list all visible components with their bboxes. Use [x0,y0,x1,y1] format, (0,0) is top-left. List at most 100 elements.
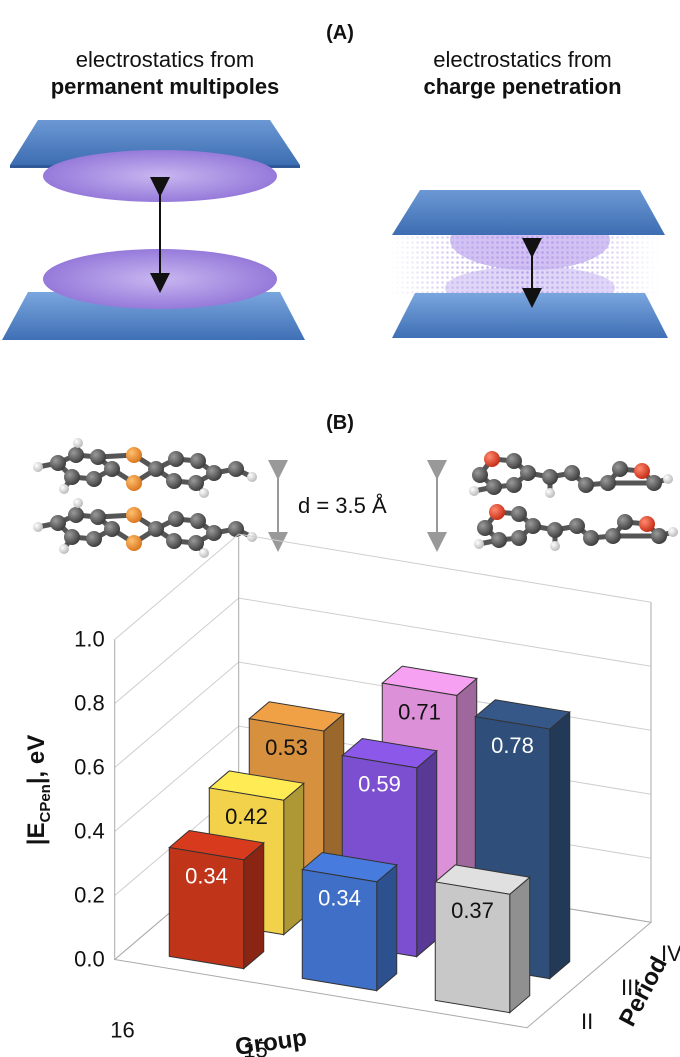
atom-h [550,541,560,551]
right-bottom-plate [392,293,668,338]
bar-value-label: 0.42 [225,804,268,829]
bar-value-label: 0.34 [185,864,228,889]
panel-b-label: (B) [326,412,354,434]
x-axis-label: Group [233,1024,308,1057]
bar-side [376,863,398,992]
atom-c [190,513,206,529]
right-caption-line2: charge penetration [423,74,622,99]
atom-c [64,529,80,545]
molecule-illustration [33,438,678,558]
bar-value-label: 0.71 [398,699,441,724]
bar-group-14-period-II: 0.37 [434,864,531,1014]
y-tick-label: 0.6 [74,755,105,780]
y-label-end: |, eV [23,735,50,784]
bar-side [416,749,438,958]
atom-c [188,535,204,551]
atom-h [73,498,83,508]
atom-c [188,475,204,491]
atom-c [90,509,106,525]
gridline [114,533,652,640]
x-tick-labels: 161514 [110,1018,267,1057]
y-label-sub: CPen [37,784,54,822]
atom-c [477,520,493,536]
left-molecule-dimer [33,438,257,558]
atom-c [228,521,244,537]
atom-h [33,462,43,472]
atom-c [578,477,594,493]
left-bottom-plate [2,292,305,340]
y-tick-label: 0.8 [74,691,105,716]
atom-c [104,521,120,537]
atom-s [126,475,142,491]
bar-side [243,841,265,970]
bar-value-label: 0.34 [318,886,361,911]
atom-c [525,518,541,534]
bar-side [549,710,571,980]
atom-o [484,451,500,467]
atom-h [474,539,484,549]
period-tick-label: II [581,1009,593,1034]
atom-c [68,447,84,463]
group-tick-label: 16 [110,1018,134,1043]
atom-c [166,473,182,489]
right-caption: electrostatics from charge penetration [365,46,680,100]
atom-h [59,484,69,494]
atom-h [663,474,673,484]
atom-o [639,516,655,532]
atom-c [68,507,84,523]
right-caption-line1: electrostatics from [433,47,612,72]
atom-h [73,438,83,448]
y-tick-label: 0.0 [74,947,105,972]
right-molecule-dimer [469,451,678,551]
atom-c [511,530,527,546]
distance-label: d = 3.5 Å [298,493,387,518]
atom-c [206,465,222,481]
atom-c [50,455,66,471]
left-top-cloud [43,150,277,202]
atom-s [126,535,142,551]
atom-c [646,475,662,491]
atom-c [605,528,621,544]
bar-value-label: 0.59 [358,772,401,797]
atom-c [50,515,66,531]
panel-a-illustration [2,120,668,340]
atom-c [506,477,522,493]
bar-group-15-period-II: 0.34 [301,852,398,992]
panel-a-label: (A) [326,22,354,44]
atom-c [104,461,120,477]
atom-c [542,469,558,485]
left-caption-line1: electrostatics from [75,47,255,72]
atom-c [547,522,563,538]
y-tick-label: 0.2 [74,883,105,908]
atom-c [168,451,184,467]
atom-c [564,465,580,481]
atom-h [59,544,69,554]
atom-c [486,479,502,495]
atom-c [651,528,667,544]
chart-bars: 0.53 0.71 0.42 0.59 0.78 0.34 0.34 0.37 [168,665,571,1014]
atom-c [86,471,102,487]
atom-h [33,522,43,532]
atom-c [617,514,633,530]
atom-c [491,532,507,548]
atom-h [199,488,209,498]
atom-o [634,463,650,479]
atom-c [520,465,536,481]
atom-o [489,504,505,520]
right-top-plate [392,190,665,235]
bar-value-label: 0.53 [265,735,308,760]
bar-value-label: 0.78 [491,733,534,758]
atom-h [545,488,555,498]
atom-c [472,467,488,483]
atom-h [247,532,257,542]
left-caption-line2: permanent multipoles [50,74,280,99]
bar-group-16-period-II: 0.34 [168,830,265,970]
atom-c [190,453,206,469]
atom-c [86,531,102,547]
atom-c [168,511,184,527]
period-tick-label: IV [661,941,680,966]
atom-h [469,486,479,496]
left-caption: electrostatics from permanent multipoles [0,46,330,100]
atom-c [583,530,599,546]
